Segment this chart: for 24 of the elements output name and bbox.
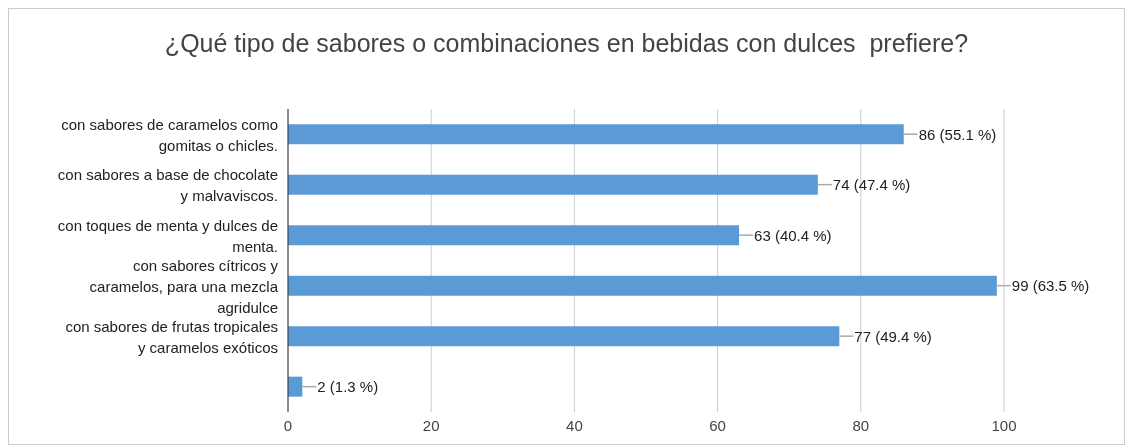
y-tick-label: con sabores de caramelos como gomitas o chicles. (61, 115, 278, 154)
x-tick-label: 100 (991, 416, 1017, 434)
data-label: 2 (1.3 %) (317, 378, 379, 396)
bar (288, 124, 904, 145)
x-tick-label: 40 (566, 416, 583, 434)
y-tick-label: con sabores a base de chocolate y malvaviscos. (57, 165, 278, 204)
data-label: 99 (63.5 %) (1011, 277, 1090, 295)
y-tick-label: con toques de menta y dulces de menta. (57, 216, 278, 255)
data-label: 74 (47.4 %) (832, 176, 911, 194)
bar (288, 225, 740, 246)
bar (288, 326, 840, 347)
chart-title: ¿Qué tipo de sabores o combinaciones en bebidas con dulces prefiere? (163, 28, 970, 59)
x-tick-label: 20 (422, 416, 440, 434)
bar (288, 275, 997, 296)
data-label: 63 (40.4 %) (754, 226, 832, 244)
data-label: 86 (55.1 %) (918, 125, 997, 143)
x-tick-label: 80 (852, 416, 870, 434)
y-tick-label: con sabores cítricos y caramelos, para una mezcla agridulce (89, 256, 279, 316)
x-tick-label: 0 (283, 416, 293, 434)
bar (288, 376, 303, 397)
data-label: 77 (49.4 %) (854, 327, 932, 345)
x-tick-label: 60 (709, 416, 726, 434)
y-tick-label: con sabores de frutas tropicales y caramelos exóticos (65, 317, 278, 356)
bar (288, 174, 818, 195)
